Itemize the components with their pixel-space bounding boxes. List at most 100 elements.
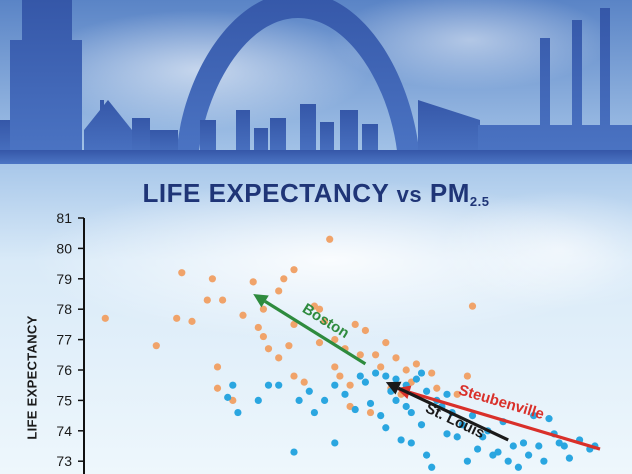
data-point-blue [540,457,548,465]
data-point-blue [310,408,318,417]
data-point-blue [443,430,451,438]
data-point-blue [560,442,568,450]
data-point-orange [392,354,400,362]
y-tick-label: 73 [56,453,72,469]
data-point-orange [315,339,324,347]
data-point-orange [412,360,420,368]
arrow-head [385,381,402,395]
data-point-blue [351,405,359,414]
data-point-blue [463,457,471,465]
data-point-orange [433,384,441,392]
data-point-orange [402,366,410,374]
title-pm-subscript: 2.5 [469,194,490,209]
data-point-blue [254,396,262,404]
data-point-blue [372,369,380,377]
y-tick-label: 74 [56,423,72,439]
data-point-blue [474,445,482,453]
data-point-blue [224,393,232,401]
data-point-orange [321,317,329,325]
data-point-orange [101,314,109,322]
data-point-orange [326,235,334,243]
data-point-orange [173,314,181,322]
data-point-blue [514,463,523,471]
data-point-orange [208,275,216,283]
data-point-orange [356,351,364,359]
city-skyline [0,0,632,164]
data-point-blue [545,415,553,423]
data-point-orange [372,351,380,359]
data-point-blue [397,436,405,444]
data-point-blue [428,463,436,471]
data-point-orange [351,320,359,328]
data-point-orange [468,302,477,310]
data-point-blue [453,433,461,441]
y-tick-label: 81 [56,210,72,226]
data-point-blue [423,451,431,459]
data-point-blue [468,412,477,420]
data-point-blue [565,454,574,462]
data-point-orange [382,339,390,347]
data-point-blue [321,396,329,404]
data-point-blue [234,408,242,417]
data-point-orange [300,378,308,386]
data-point-orange [285,342,293,350]
data-point-blue [366,399,375,408]
data-point-blue [382,372,390,380]
series-orange [101,235,477,417]
data-point-blue [504,457,512,465]
data-point-orange [336,372,344,380]
data-point-orange [428,369,436,377]
data-point-blue [407,408,415,417]
data-point-blue [525,451,533,459]
data-point-orange [377,363,385,371]
y-tick-label: 75 [56,392,72,408]
y-tick-label: 77 [56,332,72,348]
data-point-orange [290,320,298,328]
data-point-blue [494,448,502,456]
data-point-orange [275,287,283,295]
data-point-blue [535,442,543,450]
data-point-blue [402,402,410,411]
title-main: LIFE EXPECTANCY [142,178,389,208]
data-point-blue [417,421,426,429]
data-point-orange [280,275,288,283]
data-point-orange [188,317,196,325]
data-point-blue [392,375,400,383]
y-tick-label: 76 [56,362,72,378]
data-point-orange [463,372,471,380]
y-axis-label: LIFE EXPECTANCY [24,315,40,440]
data-point-blue [530,412,538,420]
data-point-blue [356,372,364,380]
data-point-blue [443,390,451,398]
data-point-orange [331,363,339,371]
arrow-line [264,300,367,366]
data-point-blue [392,396,400,404]
data-point-blue [341,390,349,398]
data-point-orange [346,381,354,389]
arrow-head [253,294,269,308]
data-point-orange [275,354,283,362]
y-tick-label: 78 [56,301,72,317]
data-point-blue [519,439,528,447]
data-point-orange [259,305,267,313]
data-point-orange [249,278,257,286]
data-point-blue [331,381,339,389]
data-point-orange [264,345,273,353]
data-point-blue [423,387,431,395]
data-point-blue [295,396,303,404]
data-point-blue [382,424,390,432]
data-point-blue [458,421,466,429]
arrow-line [397,386,509,442]
data-point-orange [203,296,211,304]
data-point-blue [412,375,420,383]
data-point-blue [509,442,517,450]
data-point-orange [453,390,461,398]
data-point-blue [305,387,313,395]
data-point-blue [377,412,385,420]
data-point-orange [213,363,222,371]
data-point-orange [239,311,247,319]
data-point-blue [290,448,298,456]
data-point-orange [366,408,375,417]
data-point-orange [219,296,227,304]
